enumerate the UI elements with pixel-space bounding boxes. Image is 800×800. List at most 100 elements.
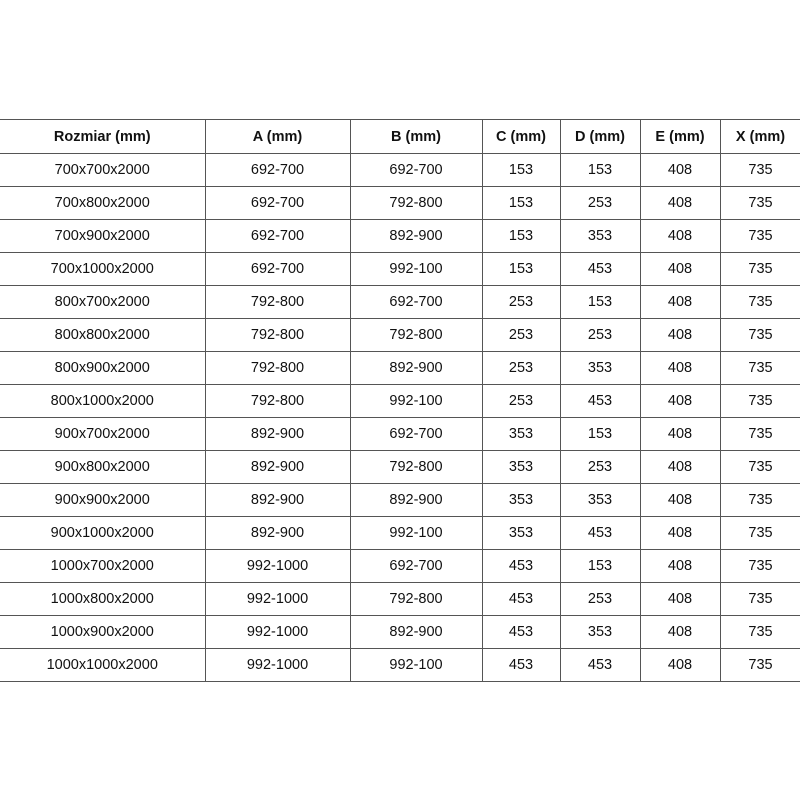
- table-cell: 408: [639, 615, 721, 649]
- table-cell: 453: [559, 516, 641, 550]
- table-cell: 353: [481, 516, 561, 550]
- table-cell: 692-700: [349, 285, 483, 319]
- table-cell: 408: [639, 219, 721, 253]
- table-cell: 792-800: [349, 318, 483, 352]
- table-cell: 692-700: [204, 252, 351, 286]
- table-cell: 792-800: [204, 285, 351, 319]
- table-cell: 353: [559, 219, 641, 253]
- header-row: Rozmiar (mm) A (mm) B (mm) C (mm) D (mm) E (m…: [0, 119, 800, 154]
- table-cell: 1000x800x2000: [0, 582, 206, 616]
- table-row: 900x1000x2000 892-900 992-100 353 453 408 735: [0, 516, 800, 550]
- table-cell: 735: [719, 450, 800, 484]
- table-cell: 1000x1000x2000: [0, 648, 206, 682]
- table-cell: 892-900: [204, 516, 351, 550]
- table-cell: 735: [719, 219, 800, 253]
- table-cell: 800x1000x2000: [0, 384, 206, 418]
- table-cell: 792-800: [349, 186, 483, 220]
- table-cell: 735: [719, 417, 800, 451]
- table-cell: 408: [639, 549, 721, 583]
- dimensions-table: Rozmiar (mm) A (mm) B (mm) C (mm) D (mm) E (m…: [0, 119, 800, 682]
- table-cell: 153: [559, 153, 641, 187]
- table-cell: 992-1000: [204, 582, 351, 616]
- table-cell: 892-900: [204, 417, 351, 451]
- table-cell: 735: [719, 648, 800, 682]
- table-cell: 900x700x2000: [0, 417, 206, 451]
- column-header: Rozmiar (mm): [0, 119, 206, 154]
- table-cell: 892-900: [349, 483, 483, 517]
- table-cell: 792-800: [349, 582, 483, 616]
- table-row: 900x900x2000 892-900 892-900 353 353 408 735: [0, 483, 800, 517]
- table-cell: 408: [639, 153, 721, 187]
- table-row: 1000x700x2000 992-1000 692-700 453 153 408 735: [0, 549, 800, 583]
- table-cell: 153: [559, 285, 641, 319]
- table-cell: 408: [639, 483, 721, 517]
- table-row: 700x1000x2000 692-700 992-100 153 453 408 735: [0, 252, 800, 286]
- table-row: 900x700x2000 892-900 692-700 353 153 408 735: [0, 417, 800, 451]
- table-cell: 353: [481, 417, 561, 451]
- table-cell: 253: [559, 450, 641, 484]
- table-cell: 700x800x2000: [0, 186, 206, 220]
- table-cell: 792-800: [204, 351, 351, 385]
- table-row: 1000x800x2000 992-1000 792-800 453 253 408 735: [0, 582, 800, 616]
- table-cell: 692-700: [204, 153, 351, 187]
- table-cell: 1000x900x2000: [0, 615, 206, 649]
- table-cell: 792-800: [204, 384, 351, 418]
- table-row: 800x700x2000 792-800 692-700 253 153 408 735: [0, 285, 800, 319]
- table-cell: 353: [481, 483, 561, 517]
- table-cell: 353: [481, 450, 561, 484]
- table-cell: 800x900x2000: [0, 351, 206, 385]
- table-cell: 453: [481, 582, 561, 616]
- column-header: A (mm): [204, 119, 351, 154]
- table-cell: 153: [481, 219, 561, 253]
- table-cell: 408: [639, 351, 721, 385]
- table-cell: 408: [639, 285, 721, 319]
- table-cell: 992-100: [349, 648, 483, 682]
- table-cell: 453: [481, 615, 561, 649]
- table-cell: 408: [639, 450, 721, 484]
- table-cell: 408: [639, 252, 721, 286]
- table-cell: 735: [719, 153, 800, 187]
- table-cell: 892-900: [349, 351, 483, 385]
- table-cell: 735: [719, 549, 800, 583]
- table-cell: 692-700: [349, 549, 483, 583]
- table-cell: 408: [639, 516, 721, 550]
- table-cell: 735: [719, 186, 800, 220]
- table-cell: 408: [639, 186, 721, 220]
- table-row: 1000x900x2000 992-1000 892-900 453 353 408 735: [0, 615, 800, 649]
- table-cell: 992-1000: [204, 648, 351, 682]
- table-cell: 692-700: [349, 417, 483, 451]
- table-cell: 408: [639, 384, 721, 418]
- table-cell: 992-1000: [204, 615, 351, 649]
- table-cell: 735: [719, 582, 800, 616]
- table-cell: 900x900x2000: [0, 483, 206, 517]
- column-header: X (mm): [719, 119, 800, 154]
- table-cell: 800x800x2000: [0, 318, 206, 352]
- table-cell: 153: [481, 252, 561, 286]
- table-cell: 253: [481, 285, 561, 319]
- table-cell: 153: [559, 417, 641, 451]
- column-header: D (mm): [559, 119, 641, 154]
- table-cell: 453: [481, 648, 561, 682]
- table-row: 800x900x2000 792-800 892-900 253 353 408 735: [0, 351, 800, 385]
- table-row: 1000x1000x2000 992-1000 992-100 453 453 408 73…: [0, 648, 800, 682]
- table-cell: 692-700: [204, 219, 351, 253]
- table-cell: 453: [559, 648, 641, 682]
- table-cell: 892-900: [204, 450, 351, 484]
- table-cell: 900x1000x2000: [0, 516, 206, 550]
- table-cell: 992-1000: [204, 549, 351, 583]
- table-cell: 735: [719, 285, 800, 319]
- table-cell: 735: [719, 483, 800, 517]
- table-cell: 800x700x2000: [0, 285, 206, 319]
- table-cell: 408: [639, 318, 721, 352]
- table-cell: 353: [559, 483, 641, 517]
- table-cell: 353: [559, 615, 641, 649]
- table-cell: 408: [639, 582, 721, 616]
- table-row: 700x700x2000 692-700 692-700 153 153 408 735: [0, 153, 800, 187]
- table-cell: 892-900: [349, 615, 483, 649]
- table-cell: 992-100: [349, 252, 483, 286]
- table-cell: 792-800: [349, 450, 483, 484]
- table-row: 700x900x2000 692-700 892-900 153 353 408 735: [0, 219, 800, 253]
- column-header: E (mm): [639, 119, 721, 154]
- table-cell: 735: [719, 516, 800, 550]
- table-cell: 1000x700x2000: [0, 549, 206, 583]
